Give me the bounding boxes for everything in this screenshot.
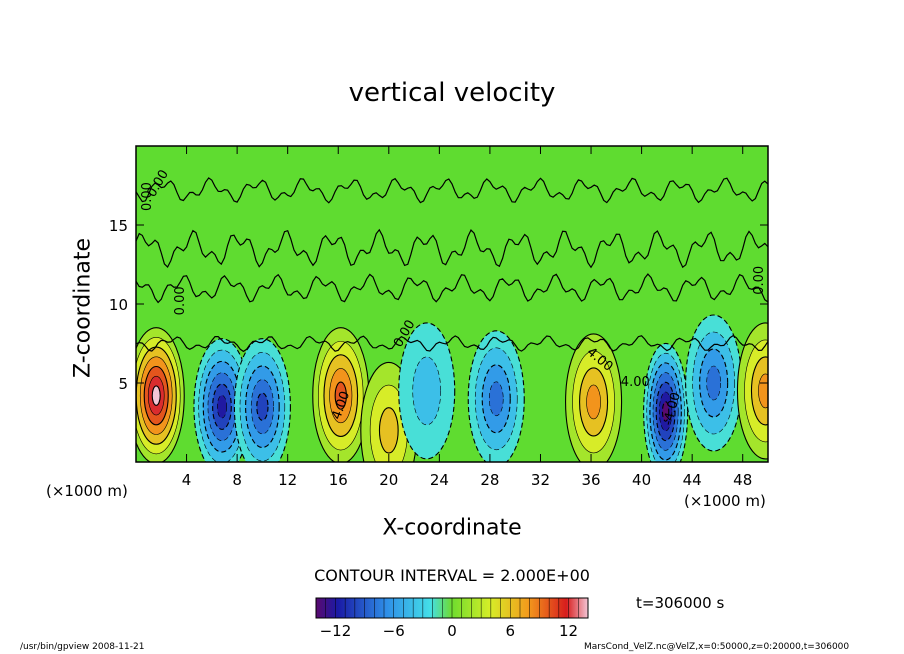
x-tick-label-11: 48	[733, 471, 752, 489]
feature-7-level-3	[586, 384, 601, 420]
x-tick-label-8: 36	[581, 471, 600, 489]
x-axis-label: X-coordinate	[382, 515, 522, 541]
y-tick-label-1: 10	[109, 296, 128, 314]
contour-label-8: 0.00	[752, 266, 767, 295]
time-label: t=306000 s	[636, 594, 725, 612]
zero-contour-top	[136, 177, 768, 204]
colorbar-tick-label-0: −12	[320, 622, 352, 640]
feature-10	[736, 322, 768, 460]
footer-right-text: MarsCond_VelZ.nc@VelZ,x=0:50000,z=0:2000…	[584, 642, 850, 652]
feature-1-level-5	[216, 395, 227, 419]
x-tick-label-1: 8	[232, 471, 242, 489]
x-tick-label-7: 32	[531, 471, 550, 489]
feature-8-level-6	[661, 401, 670, 422]
feature-2	[233, 338, 291, 462]
chart-title: vertical velocity	[348, 78, 556, 108]
feature-5	[398, 322, 456, 460]
y-tick-label-0: 5	[118, 375, 128, 393]
zero-contour-upper	[136, 228, 768, 269]
x-tick-label-9: 40	[632, 471, 651, 489]
zero-contour-middle	[136, 273, 768, 304]
footer-left-text: /usr/bin/gpview 2008-11-21	[20, 642, 145, 652]
x-tick-label-4: 20	[379, 471, 398, 489]
colorbar: −12 −6 0 6 12	[315, 597, 589, 640]
feature-9-level-3	[706, 365, 721, 401]
feature-0	[136, 327, 185, 462]
colorbar-tick-label-2: 0	[447, 622, 457, 640]
x-tick-label-2: 12	[278, 471, 297, 489]
x-tick-label-3: 16	[329, 471, 348, 489]
x-tick-label-10: 44	[683, 471, 702, 489]
feature-9	[685, 314, 743, 452]
feature-4-level-2	[378, 407, 399, 454]
contour-label-0: 0.00	[140, 182, 155, 211]
contour-label-2: 0.00	[173, 286, 188, 315]
feature-6-level-3	[488, 381, 504, 417]
x-tick-label-6: 28	[480, 471, 499, 489]
contour-label-7: 4.00	[621, 375, 650, 390]
zero-contour-lower	[136, 334, 768, 353]
contour-interval-label: CONTOUR INTERVAL = 2.000E+00	[314, 566, 590, 585]
feature-0-level-6	[151, 385, 161, 406]
colorbar-tick-label-4: 12	[559, 622, 578, 640]
feature-7	[565, 333, 623, 462]
feature-2-level-4	[256, 392, 269, 421]
feature-6	[467, 330, 525, 462]
y-tick-label-2: 15	[109, 217, 128, 235]
feature-5-level-1	[412, 356, 442, 426]
colorbar-tick-label-3: 6	[506, 622, 516, 640]
x-tick-label-5: 24	[430, 471, 449, 489]
colorbar-tick-label-1: −6	[383, 622, 405, 640]
feature-10-level-3	[758, 373, 768, 409]
x-unit-label-right: (×1000 m)	[684, 492, 766, 510]
plot-area	[136, 146, 768, 462]
feature-3	[312, 327, 370, 462]
feature-3-level-4	[334, 381, 347, 410]
x-tick-label-0: 4	[182, 471, 192, 489]
feature-8	[643, 342, 689, 462]
x-unit-label-left: (×1000 m)	[46, 482, 128, 500]
